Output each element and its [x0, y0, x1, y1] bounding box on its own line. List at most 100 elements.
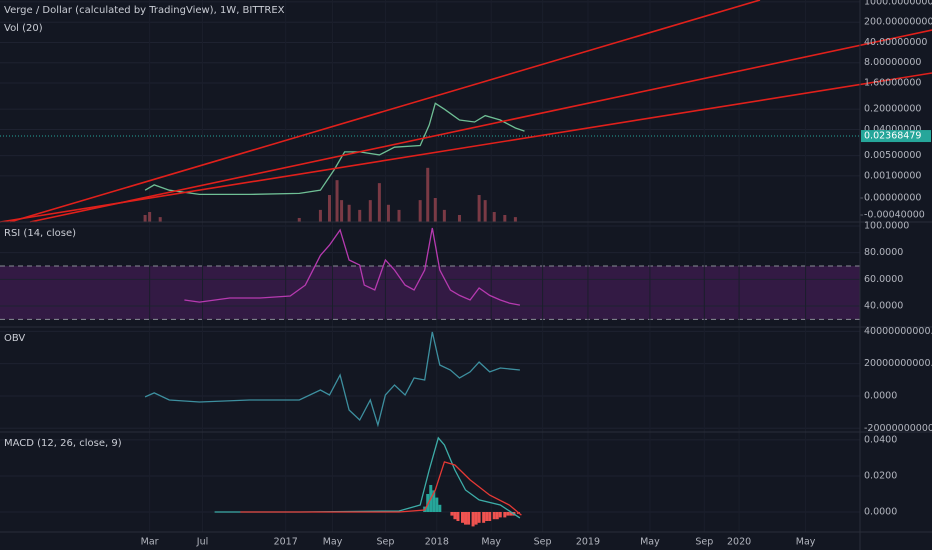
series-line: [144, 102, 525, 196]
bar: [442, 209, 446, 222]
bar: [509, 512, 513, 516]
band-fill: [0, 266, 860, 320]
y-tick-label: 40.0000: [864, 301, 903, 312]
bar: [488, 512, 492, 522]
y-tick-label: 100.0000: [864, 221, 909, 232]
bar: [418, 200, 422, 222]
bar: [347, 204, 351, 222]
bar: [457, 214, 461, 222]
bar: [460, 512, 464, 523]
y-tick-label: -20000000000.0000: [864, 423, 932, 434]
x-tick-label: Jul: [196, 537, 208, 548]
y-tick-label: 1000.00000000: [864, 0, 932, 7]
series-line: [184, 227, 521, 306]
y-tick-label: 0.20000000: [864, 104, 921, 115]
y-tick-label: 0.0400: [864, 434, 897, 445]
bar: [513, 217, 517, 222]
x-tick-label: Sep: [534, 537, 552, 548]
x-tick-label: Sep: [376, 537, 394, 548]
bar: [498, 512, 502, 518]
bar: [327, 195, 331, 222]
series-line: [240, 461, 522, 516]
bar: [368, 200, 372, 222]
bar: [397, 209, 401, 222]
pane-title: RSI (14, close): [4, 228, 76, 239]
trend-line: [29, 29, 932, 223]
x-tick-label: 2019: [576, 537, 600, 548]
bar: [471, 512, 475, 527]
bar: [297, 217, 301, 222]
y2-tick-label: 0.00000000: [864, 192, 921, 203]
bar: [377, 183, 381, 222]
y-tick-label: 40000000000.0000: [864, 326, 932, 337]
bar: [503, 512, 507, 518]
y-tick-label: 80.0000: [864, 247, 903, 258]
bar: [358, 209, 362, 222]
x-tick-label: May: [796, 537, 816, 548]
bar: [432, 490, 436, 512]
series-line: [144, 331, 520, 428]
bar: [453, 512, 457, 520]
bar: [474, 512, 478, 525]
trend-line: [0, 72, 932, 223]
bar: [467, 512, 471, 525]
pane-title: OBV: [4, 333, 25, 344]
bar: [495, 512, 499, 520]
bar: [318, 209, 322, 222]
bar: [433, 197, 437, 222]
x-tick-label: May: [323, 537, 343, 548]
bar: [335, 180, 339, 222]
volume-label: Vol (20): [4, 23, 43, 34]
bar: [485, 512, 489, 522]
y-tick-label: 60.0000: [864, 274, 903, 285]
bar: [477, 512, 481, 523]
bar: [450, 512, 454, 516]
bar: [482, 512, 486, 523]
bar: [426, 167, 430, 222]
marks: [143, 102, 525, 527]
bar: [464, 512, 468, 525]
x-tick-label: 2017: [274, 537, 298, 548]
labels: 1000.00000000 200.00000000 40.00000000 8.00…: [141, 0, 932, 548]
grid: [0, 1, 863, 513]
x-tick-label: May: [481, 537, 501, 548]
y-tick-label: 200.00000000: [864, 17, 932, 28]
x-tick-label: 2020: [727, 537, 751, 548]
y-tick-label: 1.60000000: [864, 77, 921, 88]
bar: [148, 212, 152, 222]
trend-lines: [0, 0, 932, 223]
y-tick-label: 0.0000: [864, 390, 897, 401]
x-tick-label: 2018: [425, 537, 449, 548]
y-tick-label: 20000000000.0000: [864, 358, 932, 369]
y-tick-label: 8.00000000: [864, 57, 921, 68]
y-tick-label: 0.0000: [864, 507, 897, 518]
x-tick-label: Sep: [695, 537, 713, 548]
bar: [483, 200, 487, 222]
y-tick-label: 0.04000000: [864, 124, 921, 135]
y-tick-label: 40.00000000: [864, 37, 927, 48]
chart-title: Verge / Dollar (calculated by TradingVie…: [4, 5, 285, 16]
bar: [435, 497, 439, 512]
bar: [503, 214, 507, 222]
series-line: [214, 436, 521, 519]
bar: [492, 212, 496, 222]
bar: [438, 504, 442, 512]
trend-line: [9, 0, 761, 223]
bar: [340, 200, 344, 222]
bar: [456, 512, 460, 522]
x-tick-label: Mar: [141, 537, 159, 548]
x-tick-label: May: [640, 537, 660, 548]
pane-title: MACD (12, 26, close, 9): [4, 438, 122, 449]
last-price-label: 0.02368479: [864, 131, 921, 142]
bar: [143, 214, 147, 222]
last-price-box: [861, 130, 931, 143]
y-tick-label: 0.00100000: [864, 170, 921, 181]
bar: [386, 204, 390, 222]
y-tick-label: 0.0200: [864, 470, 897, 481]
y-tick-label: 0.00500000: [864, 150, 921, 161]
bar: [477, 195, 481, 222]
bar: [492, 512, 496, 520]
